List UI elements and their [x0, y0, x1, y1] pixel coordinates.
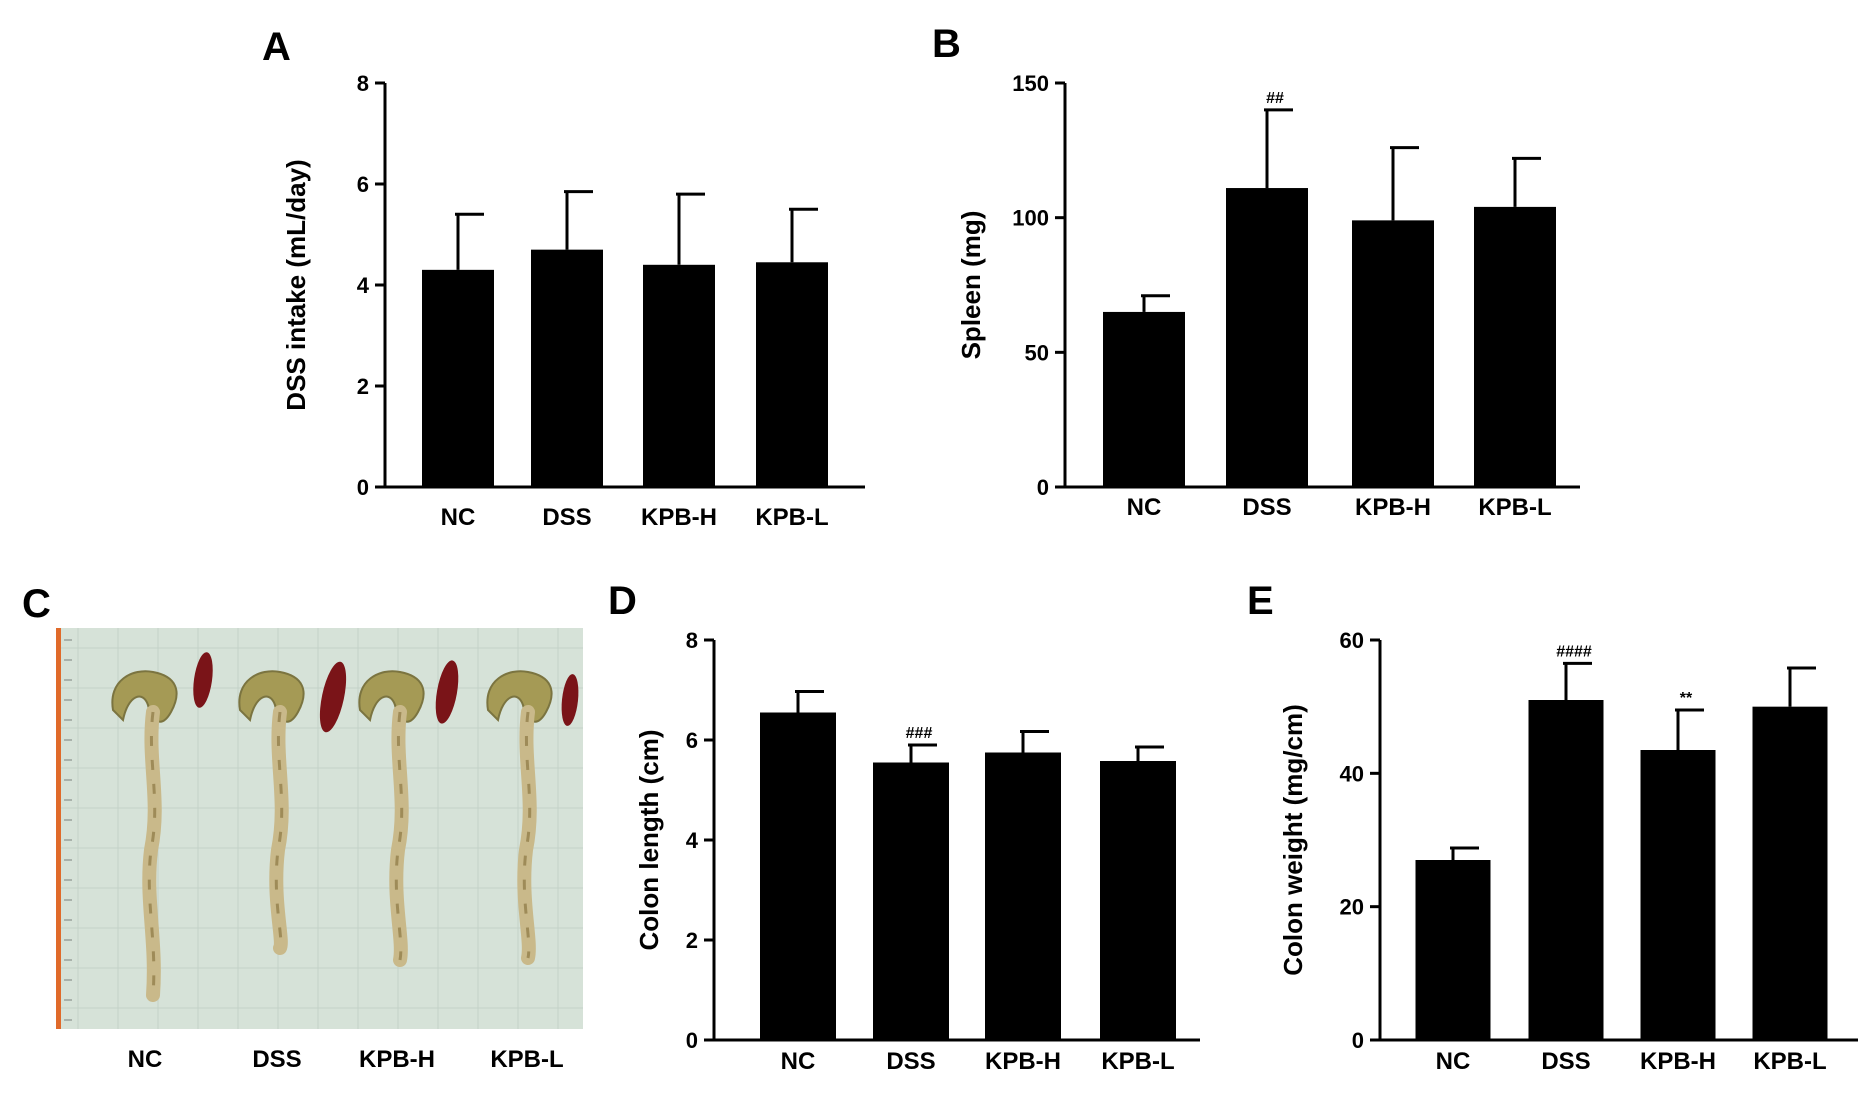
photo-label-kpb-l: KPB-L	[490, 1046, 563, 1073]
y-tick-label: 2	[357, 374, 369, 399]
category-label-kpb-l: KPB-L	[1101, 1048, 1174, 1075]
category-label-dss: DSS	[542, 504, 591, 531]
category-label-nc: NC	[441, 504, 476, 531]
significance-mark-dss: ##	[1266, 90, 1284, 107]
y-axis-label: Colon weight (mg/cm)	[1278, 704, 1308, 976]
bar-kpb-h	[985, 752, 1061, 1040]
bar-kpb-h	[1352, 220, 1434, 488]
panel-letter-c: C	[22, 582, 51, 626]
significance-mark-kpb-h: **	[1680, 690, 1693, 707]
bar-kpb-h	[643, 264, 715, 487]
y-tick-label: 50	[1025, 340, 1049, 365]
category-label-kpb-h: KPB-H	[641, 504, 717, 531]
caecum-dss	[238, 670, 305, 723]
y-tick-label: 6	[686, 728, 698, 753]
photo-label-kpb-h: KPB-H	[359, 1046, 435, 1073]
bar-dss	[531, 249, 603, 487]
bar-nc	[1415, 860, 1491, 1040]
chart-spleen: 0 50 100 150 Spleen (mg) NC ## DSS KPB-H KPB-L	[956, 71, 1580, 521]
spleen-dss	[319, 661, 347, 733]
y-tick-label: 4	[686, 828, 699, 853]
panel-letter-b: B	[932, 22, 961, 66]
panel-letter-d: D	[608, 579, 637, 623]
y-axis-label: Spleen (mg)	[956, 211, 986, 360]
y-tick-label: 2	[686, 928, 698, 953]
colon-texture	[274, 711, 284, 949]
category-label-kpb-h: KPB-H	[1640, 1048, 1716, 1075]
bar-dss	[1528, 700, 1604, 1040]
y-tick-label: 4	[357, 273, 370, 298]
caecum-kpb-h	[358, 670, 425, 723]
ruler-ticks	[64, 639, 72, 1021]
colon-texture	[522, 711, 532, 959]
significance-mark-dss: ####	[1556, 643, 1592, 660]
bar-kpb-l	[1474, 206, 1556, 488]
y-tick-label: 100	[1012, 206, 1049, 231]
y-tick-label: 60	[1340, 628, 1364, 653]
category-label-dss: DSS	[1242, 494, 1291, 521]
colon-specimen-photo	[56, 628, 583, 1029]
caecum-nc	[111, 670, 178, 723]
category-label-dss: DSS	[886, 1048, 935, 1075]
y-tick-label: 8	[357, 71, 369, 96]
category-label-kpb-l: KPB-L	[1478, 494, 1551, 521]
photo-label-dss: DSS	[252, 1046, 301, 1073]
bar-nc	[1103, 311, 1185, 487]
y-tick-label: 40	[1340, 761, 1364, 786]
y-tick-label: 0	[1037, 475, 1049, 500]
y-axis-label: DSS intake (mL/day)	[281, 159, 311, 410]
category-label-kpb-h: KPB-H	[985, 1048, 1061, 1075]
y-tick-label: 0	[1352, 1028, 1364, 1053]
category-label-kpb-l: KPB-L	[755, 504, 828, 531]
bar-dss	[1226, 188, 1308, 488]
ruler-edge	[56, 628, 61, 1029]
bar-nc	[760, 712, 836, 1040]
photo-label-nc: NC	[128, 1046, 163, 1073]
y-tick-label: 0	[357, 475, 369, 500]
bar-kpb-l	[756, 262, 828, 487]
bar-kpb-l	[1752, 706, 1828, 1040]
category-label-nc: NC	[1436, 1048, 1471, 1075]
spleen-nc	[193, 652, 213, 708]
y-tick-label: 150	[1012, 71, 1049, 96]
specimens	[111, 652, 579, 1002]
bar-kpb-l	[1100, 761, 1176, 1040]
colon-texture	[394, 711, 404, 961]
bar-kpb-h	[1640, 750, 1716, 1040]
chart-colon-length: 0 2 4 6 8 Colon length (cm) NC ### DSS KPB-H KPB-L	[634, 628, 1200, 1075]
y-axis-label: Colon length (cm)	[634, 730, 664, 951]
category-label-kpb-h: KPB-H	[1355, 494, 1431, 521]
chart-colon-weight: 0 20 40 60 Colon weight (mg/cm) NC #### DSS ** KP…	[1278, 628, 1858, 1075]
spleen-kpb-l	[561, 674, 579, 726]
photo-labels: NC DSS KPB-H KPB-L	[128, 1046, 564, 1073]
y-tick-label: 0	[686, 1028, 698, 1053]
panel-letter-a: A	[262, 25, 291, 69]
bar-dss	[873, 762, 949, 1040]
category-label-nc: NC	[781, 1048, 816, 1075]
y-tick-label: 6	[357, 172, 369, 197]
y-tick-label: 20	[1340, 895, 1364, 920]
bar-nc	[422, 269, 494, 487]
category-label-dss: DSS	[1541, 1048, 1590, 1075]
colon-nc	[142, 705, 162, 1002]
panel-letter-e: E	[1247, 579, 1274, 623]
chart-dss-intake: 0 2 4 6 8 DSS intake (mL/day) NC DSS KPB-H KPB-L	[281, 71, 865, 531]
caecum-kpb-l	[486, 670, 553, 723]
significance-mark-dss: ###	[906, 725, 933, 742]
y-tick-label: 8	[686, 628, 698, 653]
category-label-kpb-l: KPB-L	[1753, 1048, 1826, 1075]
spleen-kpb-h	[435, 660, 459, 724]
category-label-nc: NC	[1127, 494, 1162, 521]
